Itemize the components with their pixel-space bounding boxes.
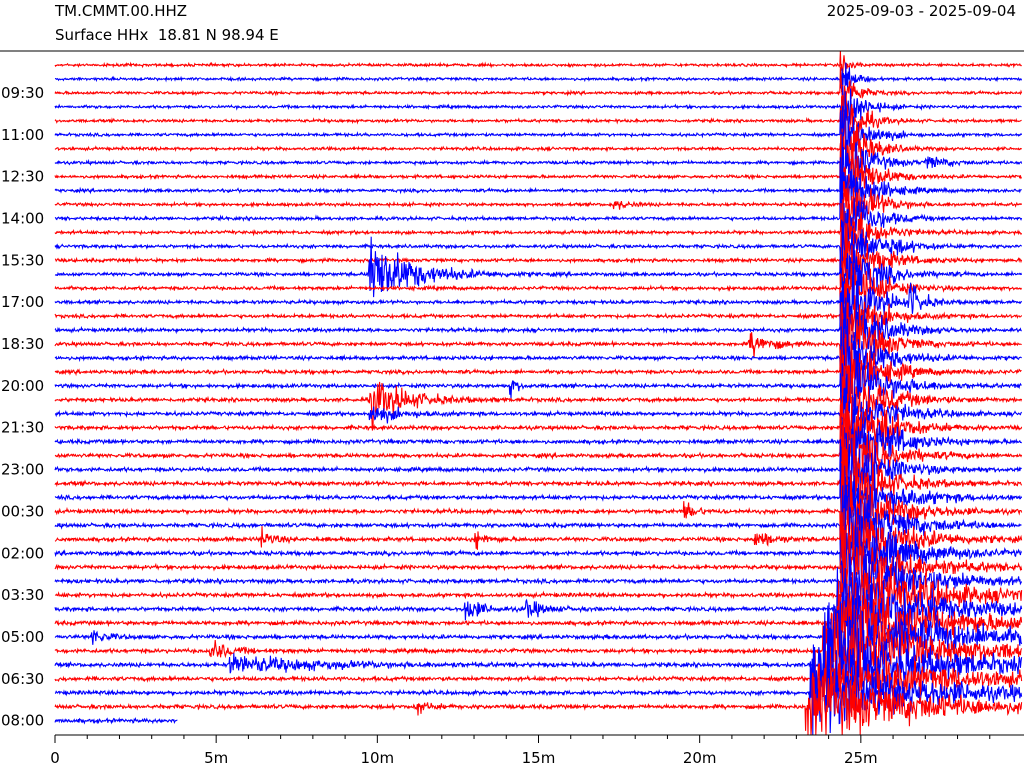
x-tick-label: 5m xyxy=(204,749,228,767)
y-time-label: 00:30 xyxy=(1,502,44,520)
y-time-label: 18:30 xyxy=(1,335,44,353)
trace-line-36 xyxy=(54,512,1023,603)
x-tick-label: 20m xyxy=(683,749,717,767)
trace-line-25 xyxy=(54,373,1023,453)
y-time-label: 15:30 xyxy=(1,251,44,269)
trace-group xyxy=(54,50,1023,736)
trace-line-12 xyxy=(54,199,1023,263)
y-time-label: 05:00 xyxy=(1,628,44,646)
y-time-label: 08:00 xyxy=(1,712,44,730)
trace-line-21 xyxy=(54,318,1022,389)
x-tick-label: 25m xyxy=(844,749,878,767)
trace-line-7 xyxy=(54,135,1023,206)
trace-line-4 xyxy=(54,90,1022,160)
y-time-label: 17:00 xyxy=(1,293,44,311)
trace-line-20 xyxy=(54,302,1022,382)
axes-group: 0 5m 10m 15m 20m 25m 09:30 11:00 12:30 14:00 15:30… xyxy=(0,50,1024,767)
trace-line-46 xyxy=(54,668,1023,736)
x-tick-label: 15m xyxy=(522,749,556,767)
y-time-label: 23:00 xyxy=(1,461,44,479)
trace-line-28 xyxy=(54,416,1023,489)
trace-line-47 xyxy=(54,716,178,725)
trace-line-13 xyxy=(54,212,1023,289)
y-time-label: 11:00 xyxy=(1,126,44,144)
trace-line-11 xyxy=(54,166,1023,255)
trace-line-23 xyxy=(54,350,1022,437)
trace-line-8 xyxy=(54,128,1023,208)
y-time-label: 21:30 xyxy=(1,419,44,437)
x-tick-label: 0 xyxy=(50,749,60,767)
trace-line-10 xyxy=(54,181,1023,234)
trace-line-1 xyxy=(54,62,1023,93)
trace-line-3 xyxy=(54,86,1022,138)
date-range: 2025-09-03 - 2025-09-04 xyxy=(826,2,1016,20)
trace-line-9 xyxy=(54,132,1022,216)
y-time-label: 03:30 xyxy=(1,586,44,604)
y-time-label: 09:30 xyxy=(1,84,44,102)
trace-line-17 xyxy=(54,264,1023,336)
trace-line-44 xyxy=(54,640,1023,723)
trace-line-42 xyxy=(54,603,1023,703)
station-title: TM.CMMT.00.HHZ xyxy=(55,2,188,20)
trace-line-26 xyxy=(54,393,1023,455)
y-time-label: 02:00 xyxy=(1,544,44,562)
y-time-label: 12:30 xyxy=(1,168,44,186)
trace-line-33 xyxy=(54,476,1022,566)
trace-line-15 xyxy=(54,236,1023,299)
y-time-label: 06:30 xyxy=(1,670,44,688)
trace-line-14 xyxy=(54,222,1023,290)
x-tick-label: 10m xyxy=(360,749,394,767)
trace-line-6 xyxy=(54,124,1022,178)
y-time-label: 14:00 xyxy=(1,209,44,227)
trace-line-27 xyxy=(54,409,1023,484)
y-time-label: 20:00 xyxy=(1,377,44,395)
trace-line-5 xyxy=(54,91,1023,179)
trace-line-2 xyxy=(54,67,1023,113)
trace-line-35 xyxy=(54,512,1023,594)
trace-line-16 xyxy=(54,260,1023,335)
trace-line-0 xyxy=(54,50,1022,76)
station-subtitle: Surface HHx 18.81 N 98.94 E xyxy=(55,26,279,44)
